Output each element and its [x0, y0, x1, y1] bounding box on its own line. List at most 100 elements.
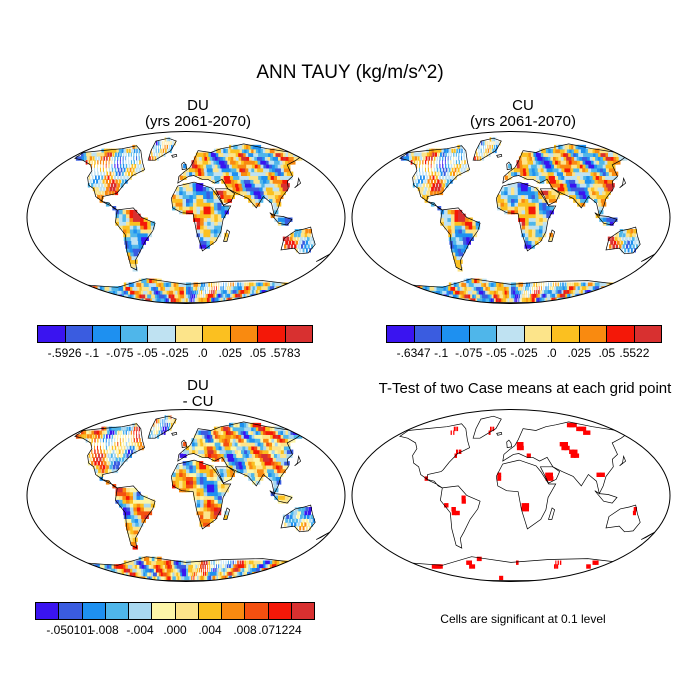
- map-cu-cell: [447, 209, 452, 215]
- map-du-cell: [220, 198, 225, 203]
- map-du-cell: [163, 282, 168, 287]
- map-diff-cell: [214, 571, 218, 577]
- map-diff-cell: [130, 434, 132, 439]
- map-cu-cell: [524, 190, 529, 196]
- map-diff-cell: [114, 442, 116, 447]
- map-ttest-cell: [564, 445, 570, 451]
- map-cu-cell: [504, 202, 509, 207]
- map-du-cell: [203, 202, 208, 207]
- map-diff-cell: [216, 564, 217, 569]
- map-diff-cell: [210, 480, 215, 485]
- map-cu-cell: [454, 209, 459, 215]
- map-diff-cell: [254, 564, 259, 569]
- map-du-cell: [135, 167, 138, 173]
- map-ttest-cell: [519, 442, 524, 447]
- map-cu-cell: [507, 297, 511, 303]
- map-du-cell: [99, 152, 103, 157]
- map-cu-cell: [626, 232, 630, 238]
- map-du-cell: [186, 206, 191, 211]
- map-cu-cell: [416, 175, 419, 180]
- map-du-cell: [205, 290, 206, 295]
- map-diff-cell: [224, 445, 230, 451]
- map-diff-cell: [138, 522, 144, 527]
- map-du-cell: [195, 171, 200, 176]
- map-cu-cell: [448, 148, 451, 154]
- map-du-cell: [280, 175, 287, 180]
- map-diff-cell: [196, 568, 199, 573]
- map-du-cell: [98, 190, 101, 196]
- map-du-cell: [203, 206, 208, 211]
- map-diff-cell: [280, 461, 287, 466]
- map-diff-cell: [115, 499, 120, 504]
- map-cu-cell: [560, 183, 565, 188]
- map-diff-cell: [200, 442, 205, 447]
- map-cu-cell: [425, 194, 429, 199]
- map-du-cell: [100, 194, 104, 199]
- map-cu-cell: [523, 282, 526, 287]
- map-cu-cell: [551, 286, 554, 291]
- colorbar-diff-swatch: [129, 603, 153, 619]
- map-du-cell: [219, 190, 225, 196]
- map-du-cell: [100, 160, 102, 165]
- map-du-cell: [235, 183, 240, 188]
- map-diff-cell: [256, 457, 262, 462]
- map-cu-cell: [436, 297, 452, 303]
- map-diff-cell: [122, 434, 124, 439]
- map-diff-cell: [114, 575, 130, 581]
- map-diff-cell: [267, 453, 274, 458]
- map-du-cell: [231, 171, 237, 176]
- map-diff-cell: [193, 480, 198, 485]
- map-du-cell: [92, 156, 95, 161]
- map-du-cell: [138, 244, 144, 249]
- map-cu-cell: [549, 236, 553, 241]
- map-cu-cell: [483, 148, 485, 154]
- map-cu-cell: [559, 171, 565, 176]
- map-diff-cell: [153, 426, 155, 432]
- map-du-cell: [246, 164, 252, 169]
- map-diff-cell: [203, 445, 208, 451]
- panel-du-title-line1: DU: [187, 97, 209, 114]
- map-cu-cell: [549, 206, 554, 211]
- map-diff-cell: [189, 484, 194, 489]
- map-cu-cell: [435, 175, 438, 180]
- map-diff-cell: [253, 449, 259, 454]
- map-diff-cell: [199, 438, 204, 443]
- map-cu-cell: [441, 148, 445, 154]
- map-cu-cell: [526, 156, 531, 161]
- map-cu-cell: [594, 179, 600, 184]
- map-diff-cell: [182, 480, 187, 485]
- map-diff-cell: [262, 560, 267, 565]
- map-diff-cell: [128, 522, 134, 527]
- map-diff-cell: [195, 449, 200, 454]
- map-du-cell: [211, 164, 217, 169]
- map-du-cell: [236, 186, 241, 192]
- map-cu-cell: [514, 194, 519, 199]
- map-diff-cell: [276, 560, 282, 565]
- map-du-cell: [173, 282, 178, 287]
- map-cu-cell: [438, 297, 454, 303]
- colorbar-cu: [386, 325, 662, 343]
- map-cu-cell: [431, 156, 433, 161]
- map-cu-cell: [504, 297, 508, 303]
- map-cu-cell: [505, 293, 509, 299]
- map-cu-cell: [442, 167, 445, 173]
- map-cu-cell: [476, 152, 478, 157]
- map-diff-cell: [198, 575, 201, 581]
- map-cu-cell: [507, 194, 512, 199]
- map-cu-cell: [532, 225, 537, 230]
- map-diff-cell: [167, 564, 172, 569]
- map-cu-cell: [511, 198, 516, 203]
- map-du-cell: [181, 286, 185, 291]
- map-du-cell: [106, 148, 110, 154]
- map-du-cell: [122, 160, 124, 165]
- map-du-cell: [305, 240, 309, 245]
- map-diff-cell: [122, 495, 127, 500]
- map-cu-cell: [545, 194, 550, 199]
- map-cu-cell: [597, 282, 602, 287]
- map-diff-cell: [282, 457, 289, 462]
- map-diff-cell: [112, 464, 116, 470]
- map-diff-cell: [158, 419, 160, 424]
- map-du-cell: [301, 232, 305, 238]
- map-cu-cell: [455, 156, 457, 161]
- map-du-cell: [283, 164, 291, 169]
